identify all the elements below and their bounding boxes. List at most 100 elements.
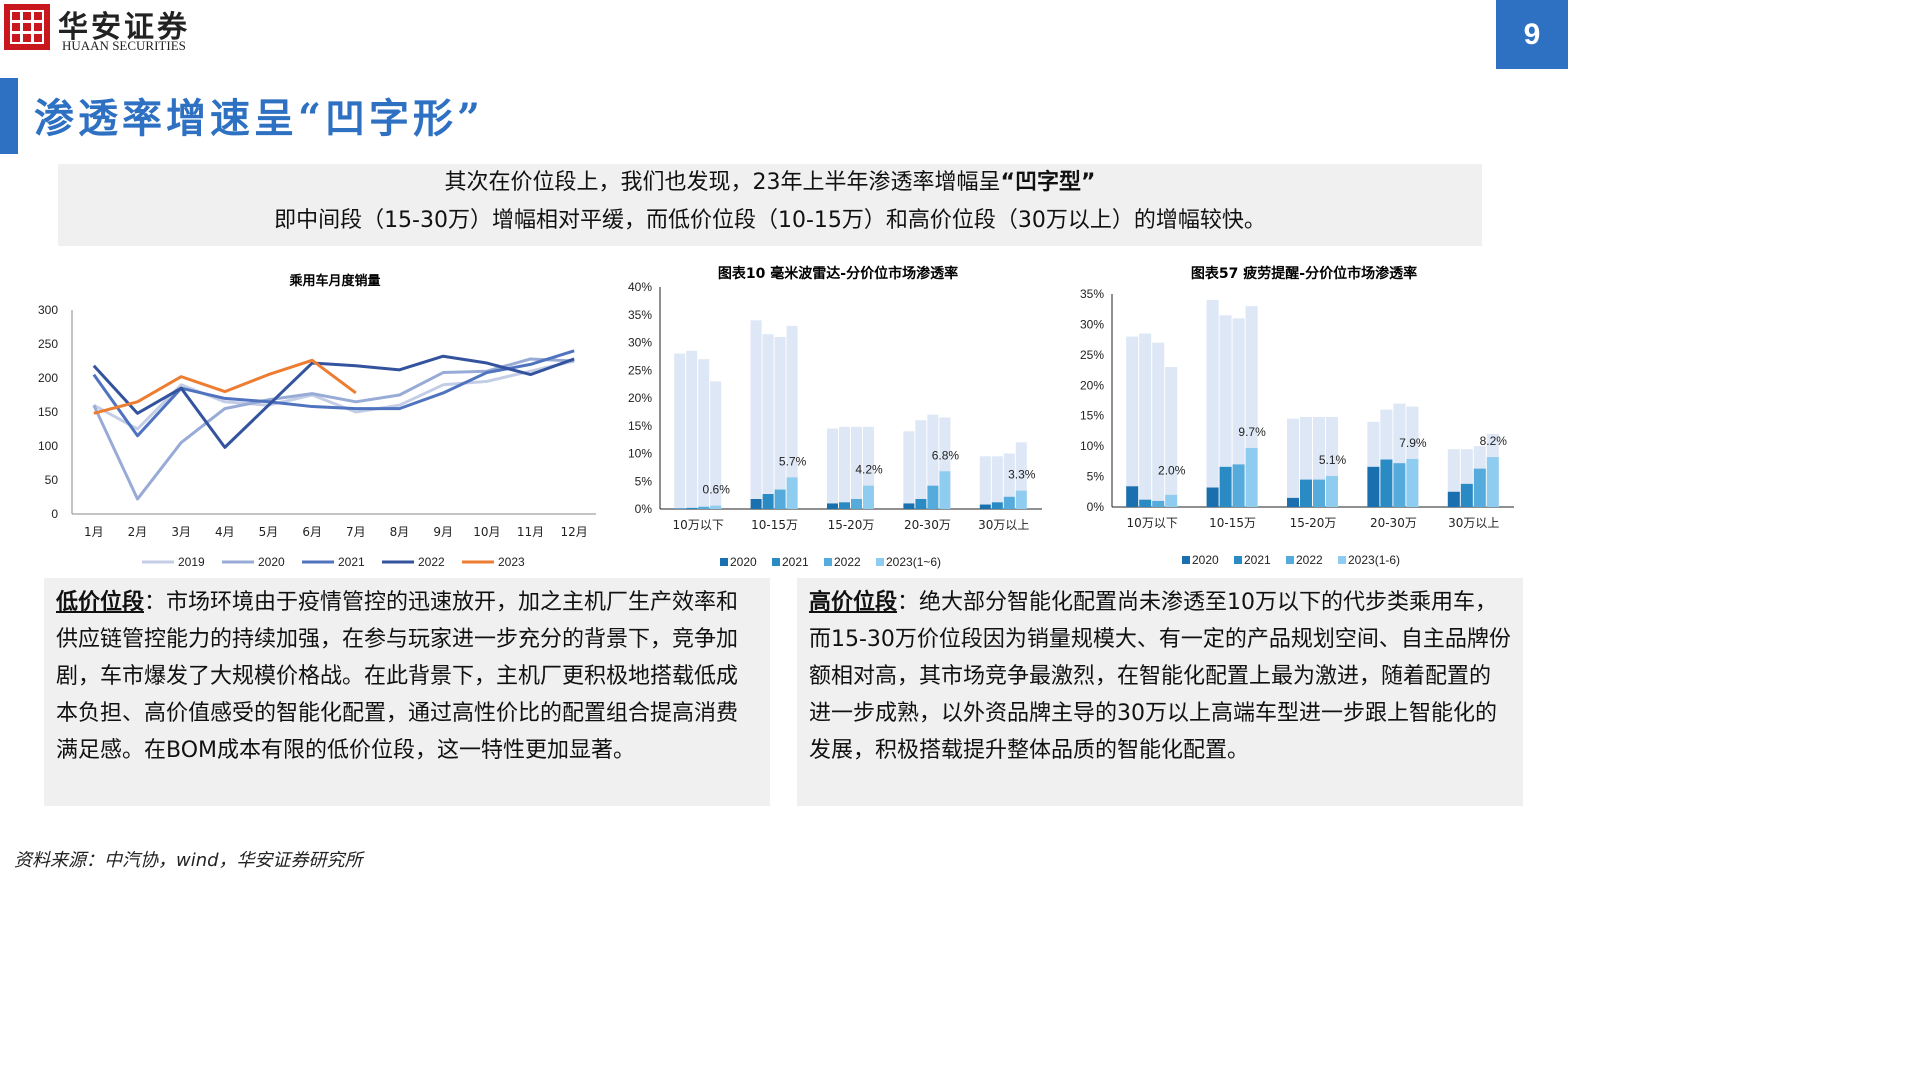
- bar-2021: [839, 502, 850, 509]
- data-label: 8.2%: [1480, 434, 1508, 448]
- intro-keyword: “凹字型”: [1000, 170, 1096, 195]
- bar-2020: [1367, 466, 1380, 507]
- x-tick-label: 3月: [171, 525, 191, 539]
- x-tick-label: 5月: [259, 525, 279, 539]
- source-note: 资料来源：中汽协，wind，华安证券研究所: [14, 850, 363, 871]
- legend-swatch: [1286, 556, 1294, 564]
- bar-2020: [1206, 487, 1219, 507]
- bar-2023(1-6): [1486, 457, 1499, 507]
- bar-2023(1-6): [1165, 494, 1178, 507]
- x-tick-label: 7月: [346, 525, 366, 539]
- y-tick-label: 30%: [1080, 317, 1104, 331]
- high-price-body: ：绝大部分智能化配置尚未渗透至10万以下的代步类乘用车，而15-30万价位段因为…: [809, 590, 1511, 763]
- series-line-2022: [92, 354, 575, 449]
- background-bar: [786, 325, 798, 509]
- x-tick-label: 11月: [517, 525, 544, 539]
- background-bar: [1003, 453, 1015, 509]
- intro-box: 其次在价位段上，我们也发现，23年上半年渗透率增幅呈“凹字型” 即中间段（15-…: [58, 164, 1482, 246]
- low-price-body: ：市场环境由于疫情管控的迅速放开，加之主机厂生产效率和供应链管控能力的持续加强，…: [56, 590, 739, 763]
- background-bar: [674, 353, 686, 509]
- bar-2022: [1232, 464, 1245, 507]
- low-price-keyword: 低价位段: [56, 590, 145, 615]
- background-bar: [903, 431, 915, 509]
- legend-label: 2020: [258, 555, 285, 569]
- y-tick-label: 0: [51, 507, 58, 521]
- chart-title: 图表10 毫米波雷达-分价位市场渗透率: [718, 265, 958, 282]
- sales-line-chart: 乘用车月度销量 0 50 100 150 200 250 300 1月 2月 3月 4月 5月 6月 7月…: [38, 273, 596, 569]
- background-bar: [1219, 315, 1232, 507]
- bar-2023(1~6): [786, 477, 798, 509]
- background-bar: [927, 414, 939, 509]
- legend-swatch: [720, 558, 728, 566]
- bar-2021: [762, 494, 774, 509]
- background-bar: [774, 336, 786, 509]
- legend-label: 2022: [834, 555, 861, 569]
- intro-line-1-text: 其次在价位段上，我们也发现，23年上半年渗透率增幅呈: [444, 170, 1001, 195]
- y-tick-label: 200: [38, 371, 58, 385]
- page-number: 9: [1496, 0, 1568, 69]
- x-tick-label: 20-30万: [1370, 516, 1417, 530]
- x-tick-label: 30万以上: [1448, 516, 1499, 530]
- y-tick-label: 5%: [1087, 470, 1105, 484]
- y-tick-label: 250: [38, 337, 58, 351]
- y-tick-label: 300: [38, 303, 58, 317]
- bar-2021: [991, 502, 1003, 509]
- y-tick-label: 15%: [1080, 409, 1104, 423]
- y-tick-label: 10%: [1080, 439, 1104, 453]
- background-bar: [1015, 442, 1027, 509]
- bar-2023(1-6): [1326, 475, 1338, 507]
- bar-2020: [1126, 486, 1139, 507]
- data-label: 5.1%: [1319, 453, 1347, 467]
- bar-2023(1~6): [710, 505, 722, 509]
- brand-name: 华安证券: [58, 10, 190, 45]
- bar-2020: [1447, 491, 1460, 507]
- logo-icon: [4, 4, 50, 50]
- y-tick-label: 10%: [628, 447, 652, 461]
- bar-2021: [915, 499, 927, 509]
- background-bar: [1126, 336, 1139, 507]
- chart-title: 图表57 疲劳提醒-分价位市场渗透率: [1191, 265, 1417, 282]
- y-tick-label: 35%: [628, 308, 652, 322]
- data-label: 2.0%: [1158, 463, 1186, 477]
- bar-2020: [750, 499, 762, 509]
- background-bar: [698, 359, 710, 509]
- background-bar: [1287, 418, 1299, 507]
- y-tick-label: 40%: [628, 280, 652, 294]
- bar-2022: [927, 485, 939, 509]
- bar-2022: [1003, 496, 1015, 509]
- bar-2023(1~6): [863, 485, 874, 509]
- x-tick-label: 1月: [84, 525, 104, 539]
- legend-label: 2023(1-6): [1348, 553, 1400, 567]
- background-bar: [1139, 333, 1152, 507]
- legend-label: 2023(1~6): [886, 555, 941, 569]
- data-label: 6.8%: [932, 448, 960, 462]
- series-line-2021: [92, 349, 575, 438]
- bar-2020: [1287, 497, 1299, 507]
- x-tick-label: 8月: [390, 525, 410, 539]
- legend-label: 2019: [178, 555, 205, 569]
- x-tick-label: 10万以下: [673, 518, 724, 532]
- intro-line-2: 即中间段（15-30万）增幅相对平缓，而低价位段（10-15万）和高价位段（30…: [274, 208, 1266, 233]
- y-tick-label: 50: [45, 473, 59, 487]
- bar-2020: [979, 504, 991, 509]
- high-price-text-box: 高价位段：绝大部分智能化配置尚未渗透至10万以下的代步类乘用车，而15-30万价…: [797, 578, 1523, 806]
- background-bar: [827, 428, 838, 509]
- legend-swatch: [824, 558, 832, 566]
- x-tick-label: 12月: [561, 525, 588, 539]
- low-price-text-box: 低价位段：市场环境由于疫情管控的迅速放开，加之主机厂生产效率和供应链管控能力的持…: [44, 578, 770, 806]
- data-label: 4.2%: [855, 463, 883, 477]
- x-tick-label: 10-15万: [1209, 516, 1256, 530]
- background-bar: [686, 350, 698, 509]
- bar-2022: [774, 489, 786, 509]
- x-tick-label: 30万以上: [978, 518, 1029, 532]
- y-tick-label: 0%: [635, 502, 653, 516]
- data-label: 0.6%: [703, 483, 731, 497]
- x-tick-label: 10-15万: [751, 518, 798, 532]
- y-tick-label: 15%: [628, 419, 652, 433]
- y-tick-label: 5%: [635, 474, 653, 488]
- background-bar: [979, 456, 991, 509]
- x-tick-label: 6月: [302, 525, 322, 539]
- bar-2020: [903, 503, 915, 509]
- bar-2020: [674, 508, 686, 509]
- bar-2022: [1152, 500, 1165, 507]
